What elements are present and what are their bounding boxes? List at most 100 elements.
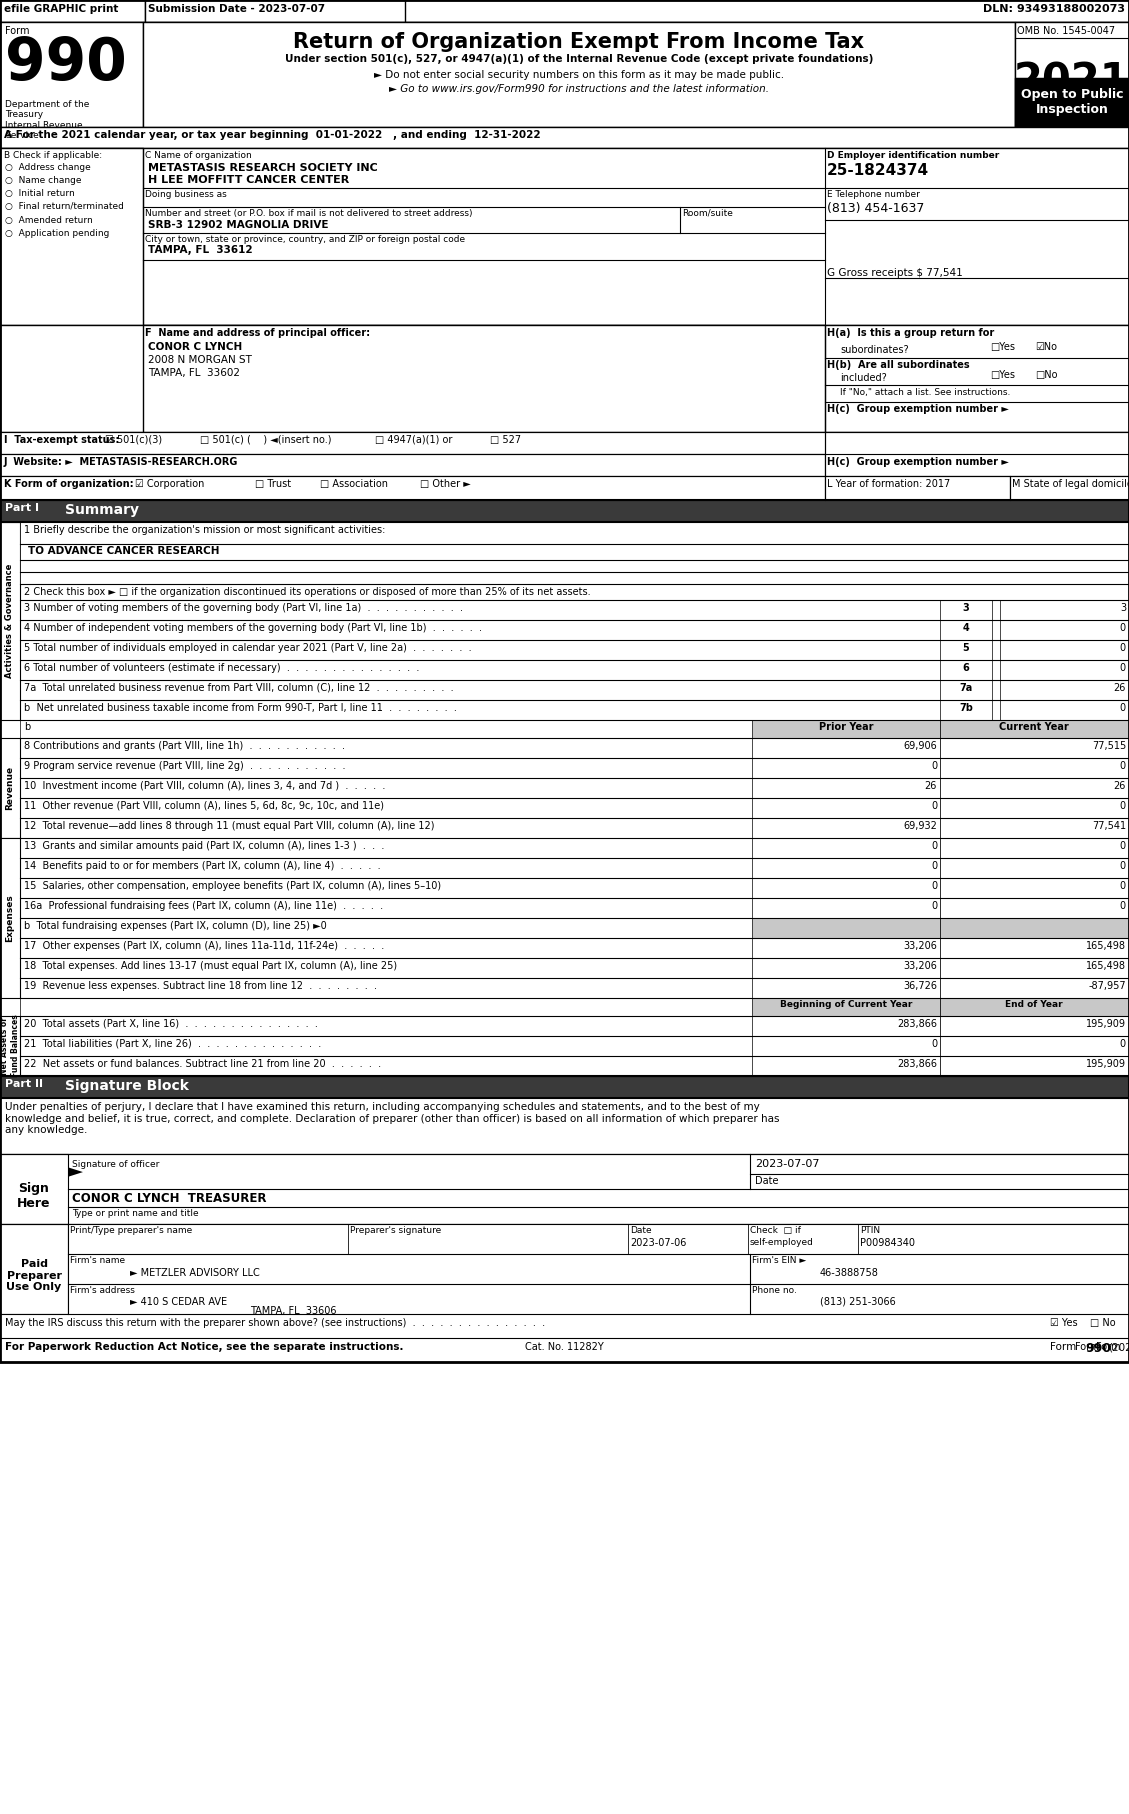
- Text: CONOR C LYNCH: CONOR C LYNCH: [148, 343, 243, 352]
- Text: Open to Public
Inspection: Open to Public Inspection: [1021, 89, 1123, 116]
- Text: Signature of officer: Signature of officer: [72, 1159, 159, 1168]
- Text: L Year of formation: 2017: L Year of formation: 2017: [828, 479, 951, 490]
- Text: B Check if applicable:: B Check if applicable:: [5, 151, 102, 160]
- Text: Prior Year: Prior Year: [819, 722, 873, 733]
- Text: 69,906: 69,906: [903, 740, 937, 751]
- Bar: [825, 432, 1129, 475]
- Text: ☑ Corporation: ☑ Corporation: [135, 479, 204, 490]
- Bar: [752, 998, 940, 1016]
- Bar: [940, 778, 1129, 798]
- Bar: [0, 325, 1129, 432]
- Text: 0: 0: [1120, 642, 1126, 653]
- Bar: [628, 1224, 749, 1253]
- Text: 0: 0: [1120, 762, 1126, 771]
- Text: 21  Total liabilities (Part X, line 26)  .  .  .  .  .  .  .  .  .  .  .  .  .  : 21 Total liabilities (Part X, line 26) .…: [24, 1039, 322, 1048]
- Text: ► METZLER ADVISORY LLC: ► METZLER ADVISORY LLC: [130, 1268, 260, 1279]
- Text: Firm's EIN ►: Firm's EIN ►: [752, 1255, 806, 1264]
- Bar: [0, 501, 1129, 522]
- Bar: [0, 1154, 1129, 1224]
- Bar: [1000, 640, 1129, 660]
- Bar: [750, 1284, 1129, 1313]
- Text: 0: 0: [1120, 902, 1126, 911]
- Bar: [940, 998, 1129, 1016]
- Text: M State of legal domicile: FL: M State of legal domicile: FL: [1012, 479, 1129, 490]
- Text: Firm's address: Firm's address: [70, 1286, 134, 1295]
- Bar: [0, 0, 1129, 22]
- Bar: [752, 720, 940, 738]
- Text: 69,932: 69,932: [903, 822, 937, 831]
- Text: 0: 0: [1120, 622, 1126, 633]
- Bar: [68, 1224, 348, 1253]
- Bar: [0, 149, 143, 325]
- Text: OMB No. 1545-0047: OMB No. 1545-0047: [1017, 25, 1115, 36]
- Text: Form: Form: [1050, 1342, 1079, 1351]
- Bar: [752, 958, 940, 978]
- Text: 8 Contributions and grants (Part VIII, line 1h)  .  .  .  .  .  .  .  .  .  .  .: 8 Contributions and grants (Part VIII, l…: [24, 740, 345, 751]
- Bar: [825, 475, 1010, 501]
- Bar: [940, 798, 1129, 818]
- Text: ► Do not enter social security numbers on this form as it may be made public.: ► Do not enter social security numbers o…: [374, 71, 784, 80]
- Text: End of Year: End of Year: [1005, 1000, 1062, 1009]
- Text: 7b: 7b: [959, 704, 973, 713]
- Bar: [1000, 660, 1129, 680]
- Bar: [752, 898, 940, 918]
- Bar: [20, 998, 1129, 1016]
- Bar: [68, 1284, 750, 1313]
- Text: 33,206: 33,206: [903, 961, 937, 970]
- Bar: [940, 918, 1129, 938]
- Bar: [1000, 700, 1129, 720]
- Bar: [940, 660, 992, 680]
- Text: G Gross receipts $ 77,541: G Gross receipts $ 77,541: [828, 268, 963, 278]
- Text: PTIN: PTIN: [860, 1226, 881, 1235]
- Text: Net Assets or
Fund Balances: Net Assets or Fund Balances: [0, 1014, 19, 1078]
- Text: Department of the
Treasury
Internal Revenue
Service: Department of the Treasury Internal Reve…: [5, 100, 89, 140]
- Bar: [0, 1016, 20, 1076]
- Bar: [752, 758, 940, 778]
- Text: Part I: Part I: [5, 502, 40, 513]
- Text: 7a: 7a: [960, 684, 972, 693]
- Text: 2 Check this box ► □ if the organization discontinued its operations or disposed: 2 Check this box ► □ if the organization…: [24, 588, 590, 597]
- Bar: [858, 1224, 1129, 1253]
- Text: 0: 0: [1120, 862, 1126, 871]
- Bar: [940, 720, 1129, 738]
- Text: 3: 3: [1120, 602, 1126, 613]
- Bar: [0, 1224, 1129, 1313]
- Bar: [0, 522, 20, 720]
- Bar: [0, 738, 20, 838]
- Text: Preparer's signature: Preparer's signature: [350, 1226, 441, 1235]
- Text: 0: 0: [931, 802, 937, 811]
- Text: 26: 26: [925, 782, 937, 791]
- Text: 13  Grants and similar amounts paid (Part IX, column (A), lines 1-3 )  .  .  .: 13 Grants and similar amounts paid (Part…: [24, 842, 384, 851]
- Text: □ Trust: □ Trust: [255, 479, 291, 490]
- Text: J  Website: ►  METASTASIS-RESEARCH.ORG: J Website: ► METASTASIS-RESEARCH.ORG: [5, 457, 238, 466]
- Bar: [0, 149, 1129, 325]
- Text: 9 Program service revenue (Part VIII, line 2g)  .  .  .  .  .  .  .  .  .  .  .: 9 Program service revenue (Part VIII, li…: [24, 762, 345, 771]
- Text: 6: 6: [963, 662, 970, 673]
- Text: 0: 0: [931, 1039, 937, 1048]
- Text: -87,957: -87,957: [1088, 981, 1126, 990]
- Text: efile GRAPHIC print: efile GRAPHIC print: [5, 4, 119, 15]
- Text: (813) 251-3066: (813) 251-3066: [820, 1297, 895, 1308]
- Text: 16a  Professional fundraising fees (Part IX, column (A), line 11e)  .  .  .  .  : 16a Professional fundraising fees (Part …: [24, 902, 383, 911]
- Bar: [752, 918, 940, 938]
- Text: □Yes: □Yes: [990, 370, 1015, 379]
- Text: 0: 0: [931, 762, 937, 771]
- Text: Date: Date: [755, 1175, 779, 1186]
- Text: Under section 501(c), 527, or 4947(a)(1) of the Internal Revenue Code (except pr: Under section 501(c), 527, or 4947(a)(1)…: [285, 54, 873, 63]
- Text: 1 Briefly describe the organization's mission or most significant activities:: 1 Briefly describe the organization's mi…: [24, 524, 385, 535]
- Text: 990: 990: [5, 34, 126, 93]
- Text: If "No," attach a list. See instructions.: If "No," attach a list. See instructions…: [840, 388, 1010, 397]
- Bar: [940, 738, 1129, 758]
- Bar: [940, 700, 992, 720]
- Text: Signature Block: Signature Block: [65, 1079, 189, 1094]
- Text: 5: 5: [963, 642, 970, 653]
- Bar: [752, 978, 940, 998]
- Bar: [0, 1154, 68, 1224]
- Bar: [0, 22, 143, 127]
- Text: H(c)  Group exemption number ►: H(c) Group exemption number ►: [828, 405, 1009, 414]
- Text: Sign
Here: Sign Here: [17, 1183, 51, 1210]
- Text: 26: 26: [1113, 782, 1126, 791]
- Text: Form: Form: [1096, 1342, 1124, 1351]
- Text: □ Association: □ Association: [320, 479, 388, 490]
- Text: Type or print name and title: Type or print name and title: [72, 1208, 199, 1217]
